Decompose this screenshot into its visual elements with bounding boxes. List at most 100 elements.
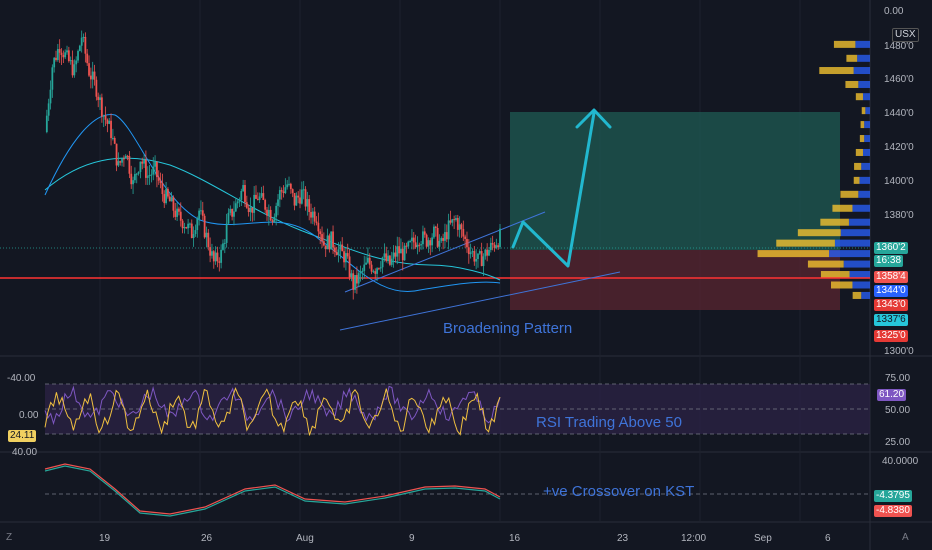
candle-body — [71, 60, 74, 76]
candle-body — [62, 54, 65, 58]
candle-body — [88, 63, 90, 76]
time-label: 6 — [825, 533, 831, 544]
oscillator-line — [44, 387, 501, 436]
candle-body — [458, 224, 461, 230]
candle-body — [100, 97, 103, 117]
volume-profile-bar-up — [840, 229, 870, 237]
candle-body — [128, 156, 131, 174]
candle-body — [385, 253, 388, 262]
candle-body — [453, 219, 456, 221]
candle-body — [436, 227, 439, 247]
volume-profile-bar-up — [862, 93, 870, 101]
candle-body — [412, 237, 415, 243]
candle-body — [247, 207, 250, 213]
timezone-icon[interactable]: Z — [6, 532, 13, 543]
time-label: 16 — [509, 533, 521, 544]
stop-zone[interactable] — [510, 250, 840, 310]
candle-body — [124, 155, 127, 159]
candle-body — [324, 245, 327, 250]
price-axis-label: 1480'0 — [884, 41, 914, 52]
volume-profile-bar-up — [864, 121, 870, 129]
candle-body — [333, 247, 336, 253]
volume-profile-bar-down — [860, 121, 865, 129]
candle-body — [209, 247, 212, 256]
rsi-axis: -40.00 0.00 40.00 75.00 50.00 25.00 40.0… — [7, 373, 919, 467]
rsi-value-tag: 61.20 — [877, 389, 907, 401]
candle-body — [262, 193, 265, 200]
candle-body — [161, 183, 164, 195]
kst-annotation: +ve Crossover on KST — [543, 483, 694, 500]
candle-body — [365, 262, 367, 265]
candle-body — [464, 236, 467, 239]
rsi-right-label: 75.00 — [885, 373, 910, 384]
time-label: 12:00 — [681, 533, 706, 544]
volume-profile-bar-down — [820, 271, 850, 279]
candle-body — [242, 185, 245, 191]
candle-body — [420, 244, 423, 246]
price-axis-top-label: 0.00 — [884, 6, 904, 17]
candle-body — [480, 251, 483, 267]
candle-body — [376, 268, 378, 274]
price-axis-label: 1460'0 — [884, 74, 914, 85]
target-zone[interactable] — [510, 112, 840, 250]
candle-body — [236, 201, 239, 204]
candle-body — [266, 209, 268, 216]
candle-body — [354, 275, 356, 290]
candle-body — [289, 183, 292, 190]
candle-body — [433, 226, 435, 238]
candle-body — [148, 175, 151, 177]
volume-profile-bar-down — [846, 54, 858, 62]
candle-body — [407, 241, 410, 247]
candle-body — [271, 220, 274, 222]
time-axis[interactable]: 19 26 Aug 9 16 23 12:00 Sep 6 — [99, 533, 831, 544]
candle-body — [51, 67, 54, 90]
candle-body — [143, 159, 145, 164]
price-axis[interactable]: 0.00 1480'0 1460'0 1440'0 1420'0 1400'0 … — [884, 6, 914, 357]
rsi-left-label: 40.00 — [12, 447, 37, 458]
currency-unit-badge[interactable]: USX — [892, 28, 919, 42]
long-position-tool[interactable] — [510, 112, 840, 310]
candle-body — [286, 184, 289, 188]
candle-body — [137, 172, 140, 174]
volume-profile-bar-up — [855, 40, 870, 48]
price-tag-support: 1358'4 — [874, 271, 908, 283]
candle-body — [110, 120, 112, 139]
rsi-right-label: 25.00 — [885, 437, 910, 448]
candle-body — [398, 246, 400, 254]
candle-body — [95, 79, 98, 97]
candle-body — [473, 251, 476, 262]
candle-body — [389, 255, 391, 265]
price-tag-ma-slow: 1337'6 — [874, 314, 908, 326]
candle-body — [181, 220, 184, 229]
time-label: 26 — [201, 533, 213, 544]
candle-body — [75, 60, 78, 65]
candle-body — [449, 220, 452, 223]
candle-body — [264, 199, 267, 210]
broadening-pattern-lines[interactable] — [339, 211, 621, 331]
candle-body — [387, 255, 389, 262]
time-label: 9 — [409, 533, 415, 544]
volume-profile-bar-down — [854, 162, 862, 170]
candle-body — [493, 244, 496, 248]
candle-body — [91, 71, 94, 80]
auto-scale-icon[interactable]: A — [902, 532, 909, 543]
candle-body — [440, 238, 443, 241]
candle-body — [374, 271, 377, 274]
candle-body — [311, 211, 314, 218]
candle-body — [495, 245, 498, 248]
volume-profile-bar-down — [776, 239, 835, 247]
candle-body — [251, 207, 254, 213]
candle-body — [400, 248, 402, 254]
volume-profile-bar-up — [849, 271, 870, 279]
candle-body — [482, 256, 485, 267]
volume-profile-bar-up — [865, 107, 870, 115]
volume-profile-bar-down — [840, 190, 859, 198]
candle-body — [256, 198, 259, 200]
candle-body — [159, 180, 162, 184]
candle-body — [154, 161, 156, 167]
candle-body — [321, 234, 323, 242]
candle-body — [469, 252, 472, 255]
projection-arrow[interactable] — [511, 108, 612, 268]
candle-body — [141, 161, 144, 164]
